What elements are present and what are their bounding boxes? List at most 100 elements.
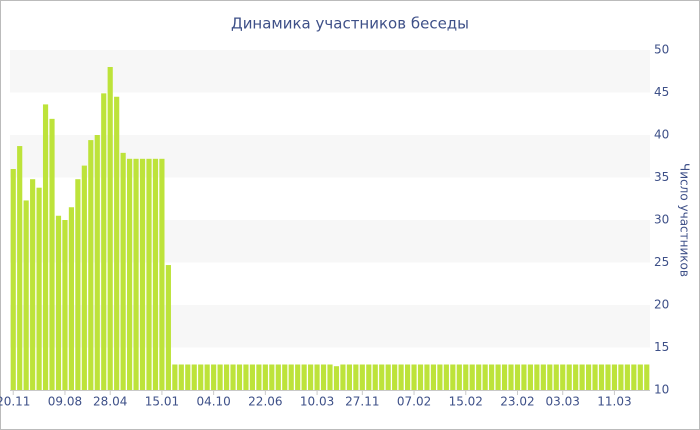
bar — [379, 364, 385, 390]
bar — [514, 364, 521, 390]
bar — [198, 364, 204, 390]
bar — [295, 364, 301, 390]
bar — [592, 364, 598, 390]
y-tick-label: 10 — [654, 383, 669, 397]
bar — [230, 364, 236, 390]
bar — [618, 364, 624, 390]
bar — [88, 140, 94, 390]
y-tick-label: 35 — [654, 170, 669, 184]
bar — [631, 364, 637, 390]
bar — [94, 135, 100, 390]
x-tick-label: 11.03 — [597, 395, 631, 409]
bar — [624, 364, 630, 390]
bar — [62, 220, 68, 390]
x-tick-label: 07.02 — [397, 395, 431, 409]
y-tick-label: 20 — [654, 298, 669, 312]
x-tick-label: 04.10 — [196, 395, 230, 409]
bar — [107, 67, 113, 390]
bar — [282, 364, 288, 390]
y-tick-label: 50 — [654, 43, 669, 57]
bar — [152, 158, 159, 390]
x-tick-label: 15.01 — [145, 395, 179, 409]
bar — [372, 364, 378, 390]
x-tick-label: 22.06 — [248, 395, 282, 409]
bar — [540, 364, 546, 390]
bar — [320, 364, 327, 390]
y-tick-label: 30 — [654, 213, 669, 227]
bar — [120, 152, 126, 390]
bar — [443, 364, 449, 390]
bar — [482, 364, 488, 390]
x-tick-label: 15.02 — [449, 395, 483, 409]
bar — [114, 96, 120, 390]
bar — [236, 364, 243, 390]
bar — [644, 364, 650, 390]
bar — [598, 364, 605, 390]
bar — [288, 364, 294, 390]
bar — [637, 364, 643, 390]
bar — [476, 364, 482, 390]
bar — [359, 364, 365, 390]
bar — [165, 265, 171, 390]
bar — [133, 158, 139, 390]
bar — [521, 364, 527, 390]
bar — [314, 364, 320, 390]
bar — [404, 364, 411, 390]
x-tick-label: 03.03 — [546, 395, 580, 409]
bar — [211, 364, 217, 390]
bar — [527, 364, 533, 390]
bar — [547, 364, 553, 390]
bar — [172, 364, 178, 390]
bar — [23, 200, 29, 390]
bar — [127, 158, 133, 390]
bar — [75, 179, 81, 390]
bar — [256, 364, 262, 390]
x-tick-label: 10.03 — [300, 395, 334, 409]
bar — [262, 364, 268, 390]
bar — [49, 118, 55, 390]
bar — [333, 366, 340, 390]
bar — [249, 364, 256, 390]
bar — [139, 158, 146, 390]
bar — [566, 364, 572, 390]
bar — [366, 364, 372, 390]
bar — [450, 364, 456, 390]
bar — [573, 364, 579, 390]
bar — [204, 364, 210, 390]
bar — [55, 215, 62, 390]
x-tick-label: 23.02 — [500, 395, 534, 409]
grid-band — [10, 50, 650, 93]
bar — [430, 364, 437, 390]
bar — [269, 364, 275, 390]
bar — [501, 364, 508, 390]
bar — [146, 158, 152, 390]
y-axis-label: Число участников — [678, 163, 692, 277]
bar — [340, 364, 346, 390]
bar — [579, 364, 585, 390]
bar — [308, 364, 314, 390]
bar — [508, 364, 514, 390]
bar — [353, 364, 359, 390]
bar — [36, 187, 42, 390]
bar — [159, 158, 165, 390]
bar — [42, 104, 49, 391]
y-tick-label: 45 — [654, 85, 669, 99]
bar — [553, 364, 559, 390]
bar — [243, 364, 249, 390]
x-tick-label: 28.04 — [93, 395, 127, 409]
bar — [456, 364, 462, 390]
bar — [495, 364, 501, 390]
bar — [217, 364, 223, 390]
bar — [385, 364, 391, 390]
bar — [463, 364, 469, 390]
bar — [411, 364, 417, 390]
bar — [611, 364, 618, 390]
bar — [586, 364, 592, 390]
bar — [437, 364, 443, 390]
bar — [327, 364, 333, 390]
bar — [223, 364, 230, 390]
bar — [101, 93, 107, 390]
bar — [10, 169, 16, 390]
bar — [275, 364, 281, 390]
